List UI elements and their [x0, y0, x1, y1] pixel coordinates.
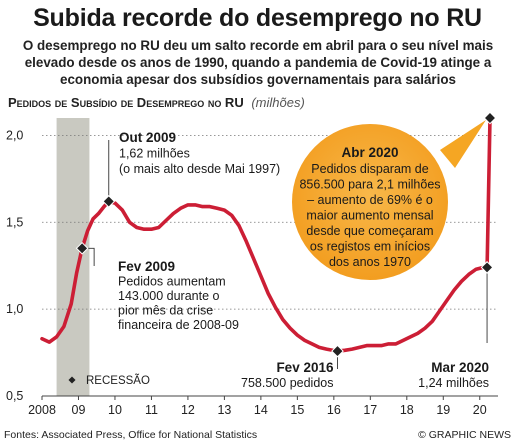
- apr2020-annotation-head: Abr 2020: [341, 145, 398, 160]
- y-tick-label: 2,0: [6, 128, 23, 142]
- y-tick-label: 1,0: [6, 302, 23, 316]
- feb2016-annotation-line: 758.500 pedidos: [241, 376, 333, 390]
- recession-legend-label: RECESSÃO: [86, 374, 150, 387]
- x-tick-label: 17: [363, 403, 377, 417]
- x-tick-label: 16: [327, 403, 341, 417]
- mar2020-annotation-line: 1,24 milhões: [418, 376, 489, 390]
- x-tick-label: 19: [436, 403, 450, 417]
- x-tick-label: 18: [400, 403, 414, 417]
- apr2020-annotation-line: 856.500 para 2,1 milhões: [299, 178, 440, 192]
- oct2009-annotation-head: Out 2009: [119, 130, 176, 145]
- apr2020-bubble-pointer: [440, 120, 486, 168]
- x-tick-label: 11: [145, 403, 158, 417]
- chart-heading-title: Pedidos de Subsídio de Desemprego no RU: [8, 95, 244, 110]
- y-tick-label: 0,5: [6, 389, 23, 403]
- apr2020-annotation-line: – aumento de 69% é o: [307, 193, 433, 207]
- apr2020-annotation-line: Pedidos disparam de: [311, 162, 428, 176]
- x-tick-label: 10: [108, 403, 122, 417]
- feb2009-annotation-head: Fev 2009: [118, 259, 175, 274]
- feb2009-annotation-line: Pedidos aumentam: [118, 275, 226, 289]
- y-tick-label: 1,5: [6, 215, 23, 229]
- x-tick-label: 09: [72, 403, 86, 417]
- feb2009-annotation-line: 143.000 durante o: [118, 289, 220, 303]
- data-point-marker: [102, 195, 116, 208]
- oct2009-annotation-line: 1,62 milhões: [119, 147, 190, 161]
- recession-band: [56, 118, 90, 396]
- source-note: Fontes: Associated Press, Office for Nat…: [4, 429, 258, 441]
- apr2020-annotation-line: desde que começaram: [306, 224, 433, 238]
- x-tick-label: 14: [254, 403, 268, 417]
- data-point-marker: [483, 111, 497, 125]
- x-tick-label: 2008: [28, 403, 56, 417]
- x-tick-label: 15: [290, 403, 304, 417]
- data-point-marker: [75, 241, 89, 255]
- feb2016-annotation-head: Fev 2016: [276, 360, 334, 375]
- credit-note: © GRAPHIC NEWS: [418, 429, 511, 441]
- apr2020-bubble: [292, 124, 448, 280]
- x-tick-label: 13: [217, 403, 231, 417]
- data-point-marker: [480, 261, 494, 274]
- feb2009-annotation-line: financeira de 2008-09: [118, 318, 239, 332]
- oct2009-annotation-line: (o mais alto desde Mai 1997): [119, 162, 280, 176]
- apr2020-annotation-line: os registos em inícios: [310, 240, 430, 254]
- mar2020-annotation-head: Mar 2020: [431, 360, 489, 375]
- chart-subtitle: O desemprego no RU deu um salto recorde …: [22, 38, 494, 87]
- x-tick-label: 20: [473, 403, 487, 417]
- data-point-marker: [331, 344, 344, 358]
- apr2020-annotation-line: maior aumento mensal: [306, 209, 433, 223]
- chart-title: Subida recorde do desemprego no RU: [33, 4, 482, 32]
- chart-heading: Pedidos de Subsídio de Desemprego no RU …: [8, 95, 305, 110]
- chart-heading-units: (milhões): [251, 95, 304, 110]
- x-tick-label: 12: [181, 403, 195, 417]
- apr2020-annotation-line: dos anos 1970: [329, 255, 411, 269]
- recession-legend-marker: [68, 376, 76, 384]
- feb2009-annotation-line: pior mês da crise: [118, 304, 213, 318]
